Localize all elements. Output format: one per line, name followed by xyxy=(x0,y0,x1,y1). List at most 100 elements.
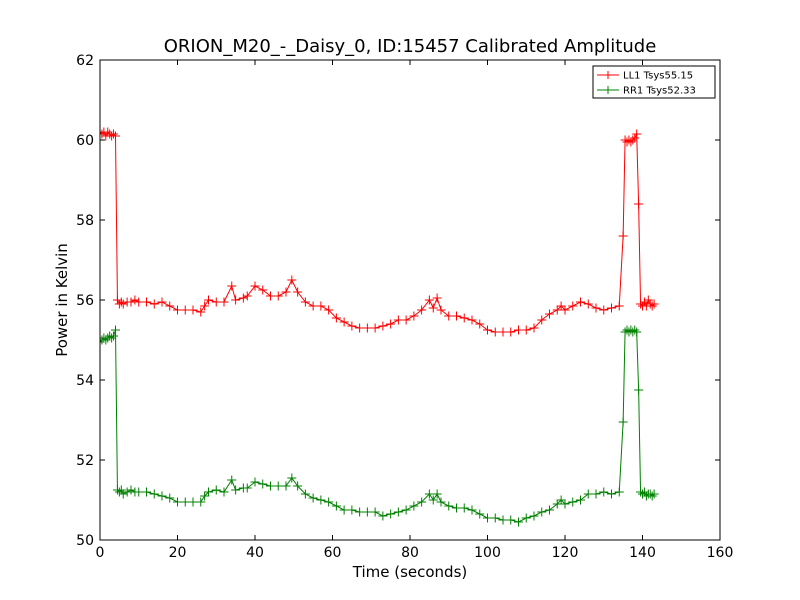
data-point xyxy=(362,323,372,333)
data-point xyxy=(308,301,318,311)
data-point xyxy=(118,299,128,309)
data-point xyxy=(436,305,446,315)
legend-marker xyxy=(603,86,613,94)
data-point xyxy=(316,301,326,311)
data-point xyxy=(632,327,642,337)
data-point xyxy=(173,497,182,507)
data-point xyxy=(521,513,531,523)
series-2 xyxy=(100,325,659,527)
data-point xyxy=(370,323,380,333)
data-point xyxy=(428,303,438,313)
data-point xyxy=(537,507,547,517)
data-point xyxy=(287,275,297,285)
series-1 xyxy=(100,127,659,337)
data-point xyxy=(347,321,357,331)
data-point xyxy=(238,293,248,303)
data-point xyxy=(409,311,419,321)
data-point xyxy=(630,325,640,335)
data-point xyxy=(134,297,144,307)
data-point xyxy=(200,301,210,311)
data-point xyxy=(634,385,644,395)
data-point xyxy=(417,305,427,315)
data-point xyxy=(324,305,334,315)
data-point xyxy=(467,315,477,325)
y-axis-label: Power in Kelvin xyxy=(53,243,71,357)
data-point xyxy=(316,495,326,505)
data-point xyxy=(165,493,175,503)
data-point xyxy=(514,325,523,335)
data-point xyxy=(347,505,357,515)
data-point xyxy=(628,135,638,145)
data-point xyxy=(219,297,229,307)
data-point xyxy=(436,497,446,507)
data-point xyxy=(545,505,554,515)
data-point xyxy=(618,417,628,427)
y-tick-label: 60 xyxy=(76,133,94,149)
data-point xyxy=(227,475,237,485)
data-point xyxy=(281,481,291,491)
data-point xyxy=(393,507,403,517)
data-point xyxy=(386,509,396,519)
data-point xyxy=(242,483,252,493)
data-point xyxy=(112,295,122,305)
data-point xyxy=(529,511,539,521)
data-point xyxy=(475,509,485,519)
data-point xyxy=(331,501,341,511)
data-point xyxy=(483,513,492,523)
data-point xyxy=(308,493,318,503)
data-point xyxy=(649,299,659,309)
data-point xyxy=(452,503,461,513)
data-point xyxy=(300,297,310,307)
data-point xyxy=(101,335,111,345)
data-point xyxy=(378,511,388,521)
data-point xyxy=(568,301,578,311)
data-point xyxy=(618,231,628,241)
data-point xyxy=(432,293,442,303)
x-tick-label: 80 xyxy=(401,545,419,561)
data-point xyxy=(514,517,523,527)
data-point xyxy=(142,297,151,307)
data-point xyxy=(211,297,221,307)
data-point xyxy=(362,507,372,517)
legend-label: RR1 Tsys52.33 xyxy=(623,86,696,97)
data-point xyxy=(639,487,649,497)
axes: 0 20 40 60 80 100 120 140 160 50 52 54 56 58 60 62 xyxy=(76,53,733,561)
data-point xyxy=(556,301,566,311)
data-point xyxy=(370,507,380,517)
data-point xyxy=(227,281,237,291)
data-point xyxy=(556,495,566,505)
data-point xyxy=(111,131,120,141)
data-point xyxy=(424,489,434,499)
legend-box xyxy=(592,65,716,99)
y-tick-label: 58 xyxy=(76,213,94,229)
data-point xyxy=(118,489,128,499)
data-point xyxy=(231,295,241,305)
x-tick-label: 60 xyxy=(324,545,342,561)
data-point xyxy=(196,307,206,317)
data-point xyxy=(498,327,508,337)
data-point xyxy=(599,487,609,497)
chart-title: ORION_M20_-_Daisy_0, ID:15457 Calibrated… xyxy=(164,36,657,57)
data-point xyxy=(632,129,642,139)
data-point xyxy=(355,507,365,517)
data-point xyxy=(647,301,657,311)
data-point xyxy=(537,315,547,325)
data-point xyxy=(490,513,500,523)
data-point xyxy=(231,485,241,495)
data-point xyxy=(324,497,334,507)
y-tick-label: 54 xyxy=(76,373,94,389)
data-point xyxy=(200,491,210,501)
data-point xyxy=(130,295,140,305)
data-point xyxy=(126,297,136,307)
data-point xyxy=(630,133,640,143)
data-point xyxy=(626,137,636,147)
data-point xyxy=(211,485,221,495)
data-point xyxy=(490,327,500,337)
data-point xyxy=(157,491,167,501)
y-tick-label: 56 xyxy=(76,293,94,309)
data-point xyxy=(428,495,438,505)
data-point xyxy=(607,489,616,499)
y-tick-label: 62 xyxy=(76,53,94,69)
data-point xyxy=(109,129,119,139)
